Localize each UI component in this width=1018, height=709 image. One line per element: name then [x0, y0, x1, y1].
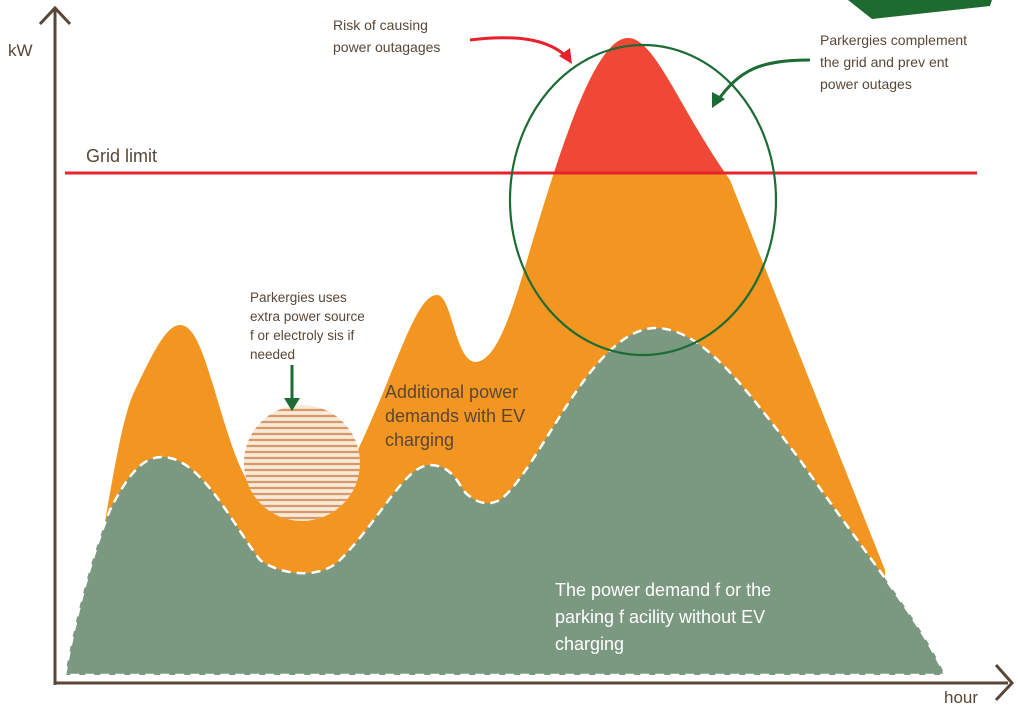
- grid-limit-label: Grid limit: [86, 146, 157, 166]
- label-line: parking f acility without EV: [555, 607, 765, 627]
- note-line: Risk of causing: [333, 17, 428, 33]
- complement-arrow: [718, 60, 810, 100]
- label-line: Additional power: [385, 382, 518, 402]
- risk-note: Risk of causing power outagages: [333, 17, 440, 55]
- label-line: charging: [555, 634, 624, 654]
- page: kW hour Grid limit Risk of causing power…: [0, 0, 1018, 709]
- note-line: power outagages: [333, 39, 440, 55]
- risk-arrow: [470, 38, 568, 58]
- label-line: The power demand f or the: [555, 580, 771, 600]
- diagram: kW hour Grid limit Risk of causing power…: [0, 0, 1018, 709]
- note-line: needed: [250, 347, 295, 362]
- label-line: charging: [385, 430, 454, 450]
- note-line: Parkergies complement: [820, 32, 967, 48]
- note-line: the grid and prev ent: [820, 54, 949, 70]
- box-corner: [848, 0, 992, 19]
- label-line: demands with EV: [385, 406, 525, 426]
- note-line: extra power source: [250, 309, 365, 324]
- y-axis-label: kW: [8, 41, 33, 60]
- note-line: f or electroly sis if: [250, 328, 355, 343]
- note-line: power outages: [820, 76, 912, 92]
- electrolysis-note: Parkergies uses extra power source f or …: [250, 290, 365, 362]
- x-axis-label: hour: [944, 688, 978, 707]
- note-line: Parkergies uses: [250, 290, 347, 305]
- complement-note: Parkergies complement the grid and prev …: [820, 32, 967, 92]
